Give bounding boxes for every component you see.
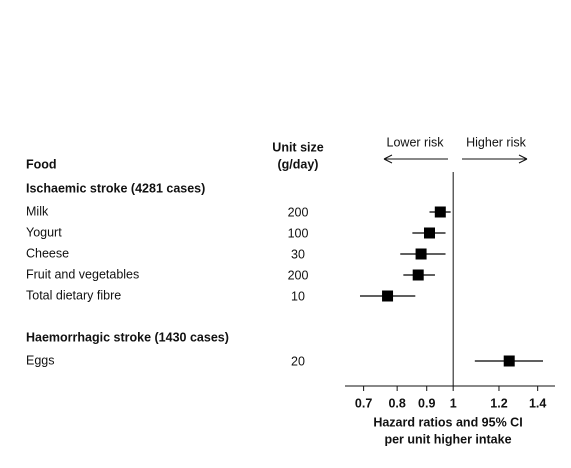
unit-size: 100 (288, 226, 309, 240)
x-tick-label: 1.4 (529, 396, 546, 410)
row-label: Cheese (26, 246, 69, 260)
row-label: Fruit and vegetables (26, 267, 139, 281)
unit-size: 30 (291, 247, 305, 261)
x-tick-label: 0.9 (418, 396, 435, 410)
estimate (415, 248, 427, 260)
unit-header: Unit size (272, 140, 323, 154)
x-tick-label: 1.2 (490, 396, 507, 410)
x-tick-label: 1 (450, 396, 457, 410)
group-header: Haemorrhagic stroke (1430 cases) (26, 330, 229, 344)
unit-header: (g/day) (278, 157, 319, 171)
unit-size: 200 (288, 268, 309, 282)
x-axis-label: per unit higher intake (384, 432, 511, 446)
row-label: Yogurt (26, 225, 62, 239)
estimate (412, 269, 424, 281)
arrow-head (518, 154, 528, 164)
row-label: Eggs (26, 353, 55, 367)
arrow-head (383, 154, 393, 164)
x-tick-label: 0.7 (355, 396, 372, 410)
unit-size: 200 (288, 205, 309, 219)
estimate (423, 227, 435, 239)
unit-size: 10 (291, 289, 305, 303)
estimate (382, 290, 394, 302)
column-header: Food (26, 157, 57, 171)
estimate (503, 355, 515, 367)
row-label: Milk (26, 204, 49, 218)
x-tick-label: 0.8 (388, 396, 405, 410)
row-label: Total dietary fibre (26, 288, 121, 302)
x-axis-label: Hazard ratios and 95% CI (373, 415, 522, 429)
estimate (434, 206, 446, 218)
group-header: Ischaemic stroke (4281 cases) (26, 181, 205, 195)
higher-risk-label: Higher risk (466, 135, 526, 149)
unit-size: 20 (291, 354, 305, 368)
lower-risk-label: Lower risk (387, 135, 445, 149)
